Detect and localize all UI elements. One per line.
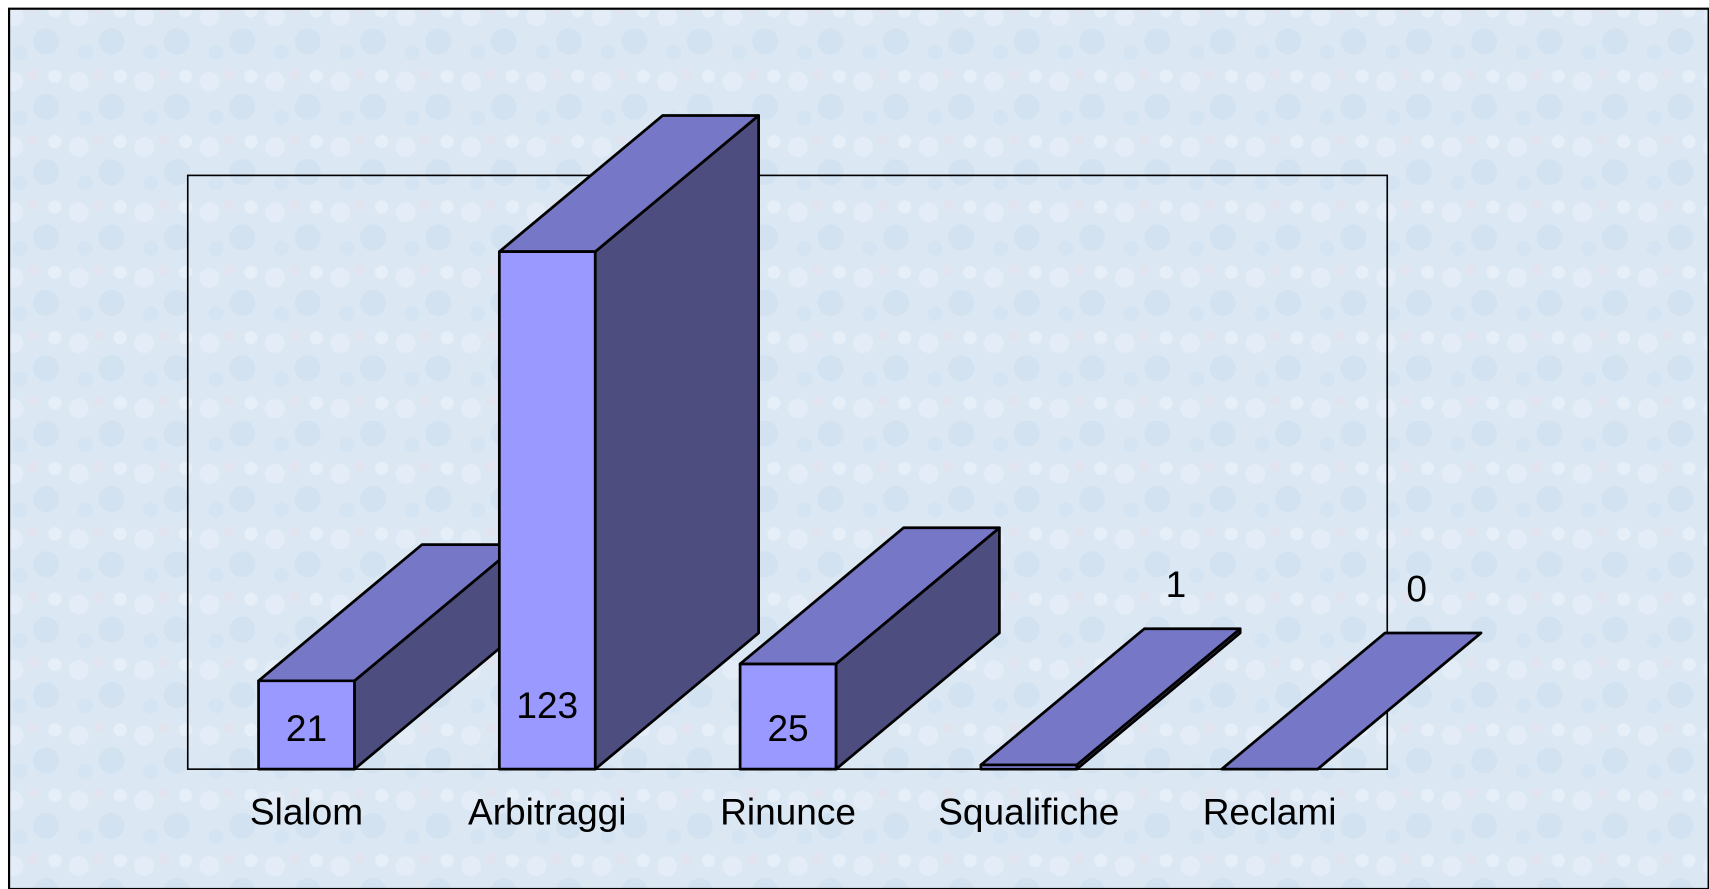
bar-front <box>738 662 838 771</box>
bar <box>1220 631 1483 771</box>
bar-front <box>979 763 1079 771</box>
bar-front <box>497 250 597 771</box>
x-tick-label: Arbitraggi <box>468 791 627 833</box>
value-label: 21 <box>286 707 327 749</box>
bar <box>257 543 520 771</box>
bar <box>497 114 760 771</box>
value-label: 0 <box>1406 567 1427 609</box>
value-label: 123 <box>516 684 578 726</box>
x-tick-label: Rinunce <box>720 791 856 833</box>
bar-front <box>257 679 356 771</box>
value-label: 1 <box>1166 563 1187 605</box>
x-tick-label: Squalifiche <box>938 791 1119 833</box>
value-label: 25 <box>767 707 808 749</box>
x-tick-label: Reclami <box>1203 791 1337 833</box>
bar <box>979 627 1242 771</box>
bar-top <box>1220 631 1483 771</box>
x-tick-label: Slalom <box>250 791 363 833</box>
bar <box>738 526 1001 771</box>
